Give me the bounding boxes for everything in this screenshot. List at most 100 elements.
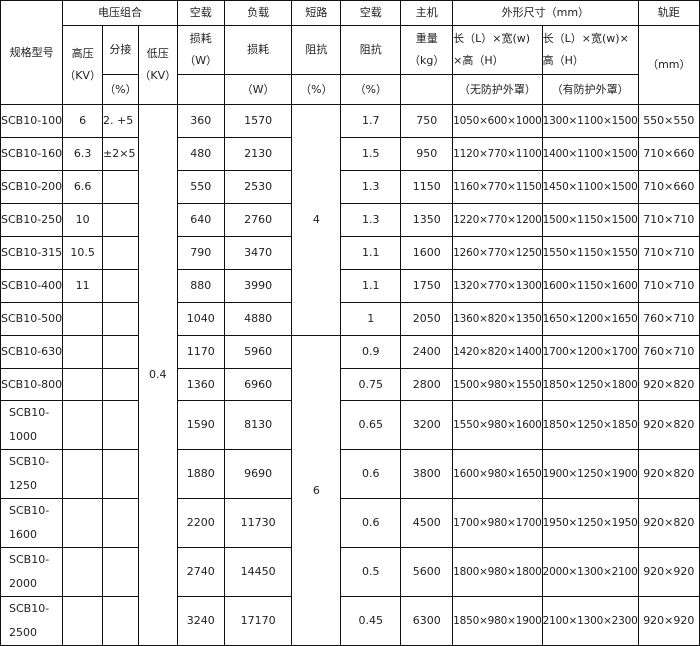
cell-noload-loss: 1040 — [176, 302, 225, 336]
table-row: SCB10-250 10 640 2760 1.3 1350 1220×770×1200 15… — [0, 203, 700, 237]
cell-tap — [102, 302, 139, 336]
cell-model: SCB10-1000 — [0, 400, 64, 450]
cell-noload-impedance: 1 — [340, 302, 402, 336]
cell-model: SCB10-500 — [0, 302, 64, 336]
cell-weight: 2800 — [400, 368, 454, 401]
cell-noload-loss: 640 — [176, 203, 225, 237]
cell-hv: 10 — [62, 203, 104, 237]
cell-dim-no-cover: 1550×980×1600 — [452, 400, 543, 450]
header-noload-empty — [176, 74, 225, 105]
cell-weight: 3800 — [400, 449, 454, 499]
cell-dim-with-cover: 1450×1100×1500 — [541, 170, 639, 204]
header-noload: 空载 — [176, 0, 225, 26]
header-short: 短路 — [291, 0, 342, 26]
cell-noload-loss: 2740 — [176, 547, 225, 597]
cell-weight: 1350 — [400, 203, 454, 237]
header-dim2: 长（L）×宽(w)× 高（H） — [541, 25, 639, 75]
cell-gauge: 920×820 — [637, 368, 700, 401]
cell-tap — [102, 170, 139, 204]
cell-noload-loss: 1170 — [176, 335, 225, 369]
cell-model: SCB10-1600 — [0, 498, 64, 548]
cell-noload-loss: 2200 — [176, 498, 225, 548]
cell-tap — [102, 203, 139, 237]
table-row: SCB10-1000 1590 8130 0.65 3200 1550×980×1600 1… — [0, 400, 700, 450]
cell-noload-loss: 1590 — [176, 400, 225, 450]
hv-label: 高压 — [71, 47, 94, 60]
header-hv: 高压 （KV） — [62, 25, 104, 105]
cell-noload-loss: 880 — [176, 269, 225, 303]
cell-noload-loss: 3240 — [176, 596, 225, 646]
header-noload2-sub: 阻抗 — [340, 25, 402, 75]
cell-hv — [62, 449, 104, 499]
cell-noload-loss: 790 — [176, 236, 225, 270]
cell-hv: 6 — [62, 104, 104, 138]
cell-noload-loss: 480 — [176, 137, 225, 171]
cell-model: SCB10-630 — [0, 335, 64, 369]
table-row: SCB10-2000 2740 14450 0.5 5600 1800×980×1800 2… — [0, 547, 700, 597]
cell-tap — [102, 368, 139, 401]
header-gauge-unit: （mm） — [637, 25, 700, 105]
header-load-unit: （W） — [223, 74, 293, 105]
cell-hv — [62, 368, 104, 401]
cell-hv — [62, 302, 104, 336]
cell-weight: 5600 — [400, 547, 454, 597]
model-text: SCB10-1250 — [9, 455, 50, 492]
cell-model: SCB10-160 — [0, 137, 64, 171]
header-lv: 低压 （KV） — [137, 25, 178, 105]
cell-hv: 11 — [62, 269, 104, 303]
cell-gauge: 920×920 — [637, 596, 700, 646]
cell-model: SCB10-250 — [0, 203, 64, 237]
cell-hv: 6.6 — [62, 170, 104, 204]
cell-weight: 2400 — [400, 335, 454, 369]
cell-noload-loss: 360 — [176, 104, 225, 138]
header-noload-sub: 损耗 （W） — [176, 25, 225, 75]
table-row: SCB10-160 6.3 ±2×5 480 2130 1.5 950 1120×770×11… — [0, 137, 700, 171]
cell-noload-impedance: 1.1 — [340, 269, 402, 303]
cell-load-loss: 11730 — [223, 498, 293, 548]
cell-load-loss: 17170 — [223, 596, 293, 646]
cell-dim-with-cover: 1500×1150×1500 — [541, 203, 639, 237]
header-load: 负载 — [223, 0, 293, 26]
cell-dim-no-cover: 1160×770×1150 — [452, 170, 543, 204]
cell-model: SCB10-200 — [0, 170, 64, 204]
cell-hv — [62, 400, 104, 450]
cell-load-loss: 5960 — [223, 335, 293, 369]
cell-noload-impedance: 1.5 — [340, 137, 402, 171]
header-tap-unit: （%） — [102, 74, 139, 105]
model-text: SCB10-1600 — [9, 504, 50, 541]
header-gauge: 轨距 — [637, 0, 700, 26]
cell-dim-with-cover: 1850×1250×1850 — [541, 400, 639, 450]
cell-dim-no-cover: 1220×770×1200 — [452, 203, 543, 237]
cell-gauge: 920×920 — [637, 547, 700, 597]
cell-short-impedance: 4 — [291, 104, 342, 336]
cell-dim-no-cover: 1850×980×1900 — [452, 596, 543, 646]
noload-sub: 损耗 — [189, 32, 212, 45]
cell-weight: 750 — [400, 104, 454, 138]
table-row: SCB10-400 11 880 3990 1.1 1750 1320×770×1300 16… — [0, 269, 700, 303]
hv-unit: （KV） — [64, 69, 101, 82]
cell-noload-impedance: 0.75 — [340, 368, 402, 401]
cell-dim-no-cover: 1500×980×1550 — [452, 368, 543, 401]
header-short-sub: 阻抗 — [291, 25, 342, 75]
cell-noload-loss: 1360 — [176, 368, 225, 401]
cell-model: SCB10-400 — [0, 269, 64, 303]
cell-weight: 1750 — [400, 269, 454, 303]
header-host-sub: 重量 （kg） — [400, 25, 454, 75]
host-sub: 重量 — [415, 32, 438, 45]
cell-gauge: 550×550 — [637, 104, 700, 138]
cell-gauge: 760×710 — [637, 335, 700, 369]
table-row: SCB10-1250 1880 9690 0.6 3800 1600×980×1650 19… — [0, 449, 700, 499]
cell-load-loss: 1570 — [223, 104, 293, 138]
cell-hv — [62, 596, 104, 646]
cell-tap — [102, 269, 139, 303]
cell-dim-with-cover: 1850×1250×1800 — [541, 368, 639, 401]
cell-tap — [102, 400, 139, 450]
cell-dim-with-cover: 1900×1250×1900 — [541, 449, 639, 499]
cell-tap — [102, 236, 139, 270]
cell-dim-with-cover: 2100×1300×2300 — [541, 596, 639, 646]
cell-model: SCB10-2000 — [0, 547, 64, 597]
cell-dim-no-cover: 1600×980×1650 — [452, 449, 543, 499]
cell-dim-no-cover: 1360×820×1350 — [452, 302, 543, 336]
cell-weight: 4500 — [400, 498, 454, 548]
cell-dim-no-cover: 1800×980×1800 — [452, 547, 543, 597]
